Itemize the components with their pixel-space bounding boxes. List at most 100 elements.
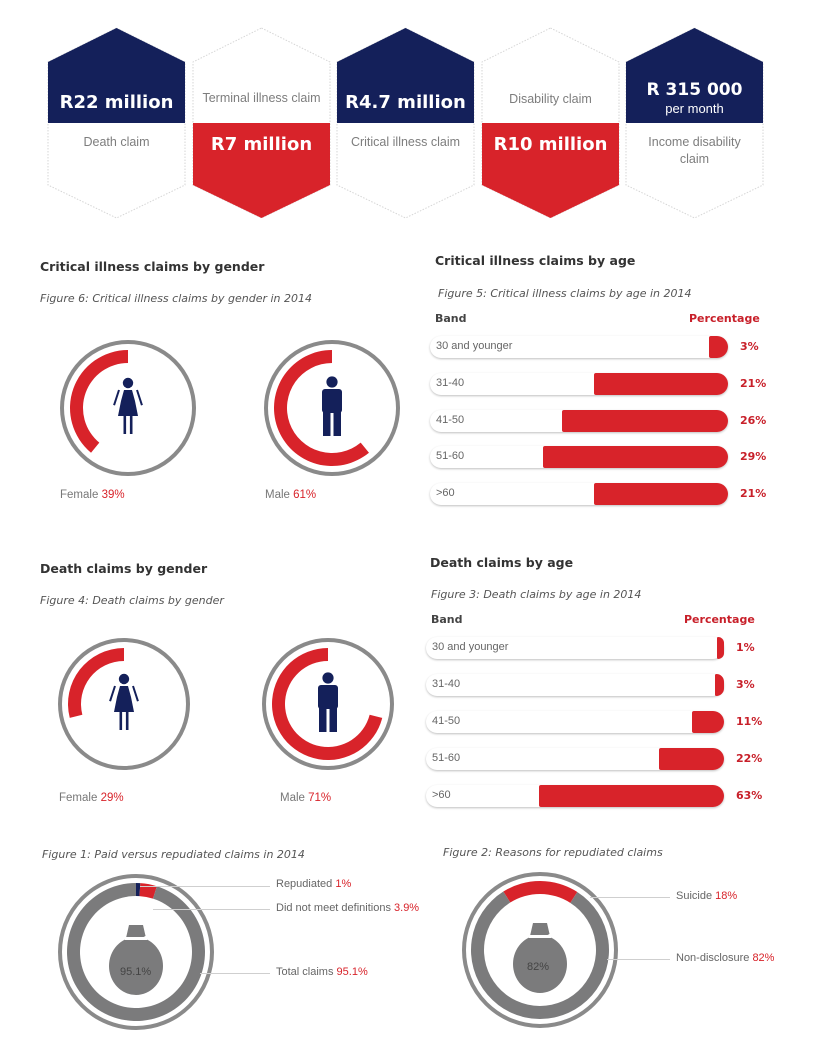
age-pct-label: 1%	[736, 641, 755, 654]
age-bar	[691, 711, 724, 733]
age-row: 41-50	[426, 711, 724, 733]
donut-segment	[139, 883, 157, 899]
ci-male-caption: Male 61%	[265, 489, 316, 501]
ci-male-label: Male	[265, 489, 290, 501]
age-band-label: 31-40	[436, 376, 465, 389]
death-age-pct-header: Percentage	[684, 613, 755, 626]
hex-5-label: Income disability claim	[648, 135, 741, 166]
age-band-label: 41-50	[432, 715, 461, 727]
age-band-label: 41-50	[436, 413, 465, 426]
age-row: 51-60	[426, 748, 724, 770]
gender-share-arc	[274, 350, 369, 466]
paid-repudiated-figure: Figure 1: Paid versus repudiated claims …	[42, 848, 305, 861]
hex-5-value: R 315 000	[646, 80, 743, 100]
donut-segment	[503, 881, 578, 903]
age-band-label: >60	[432, 789, 451, 801]
gender-share-arc	[68, 648, 124, 718]
age-bar	[659, 748, 724, 770]
legend-suicide: Suicide 18%	[676, 890, 738, 902]
death-male-donut	[262, 638, 394, 770]
reasons-figure: Figure 2: Reasons for repudiated claims	[443, 846, 663, 859]
hex-5-sub: per month	[665, 101, 724, 116]
age-bar	[543, 446, 728, 469]
death-female-caption: Female 29%	[59, 792, 124, 804]
death-male-caption: Male 71%	[280, 792, 331, 804]
total-leader-line	[200, 973, 270, 974]
death-female-label: Female	[59, 792, 98, 804]
hex-4-label: Disability claim	[509, 92, 592, 106]
age-pct-label: 21%	[740, 487, 767, 501]
age-bar	[539, 785, 724, 807]
age-bar	[715, 674, 724, 696]
ci-age-pct-header: Percentage	[689, 312, 760, 325]
non-disclosure-leader-line	[607, 959, 670, 960]
age-bar	[594, 372, 728, 395]
paid-center-value: 95.1%	[120, 966, 152, 978]
hexagon-graphics	[47, 27, 764, 219]
age-row: >60	[430, 483, 728, 506]
definitions-leader-line	[153, 909, 270, 910]
age-row: 30 and younger	[426, 637, 724, 659]
ci-gender-figure: Figure 6: Critical illness claims by gen…	[40, 292, 313, 305]
legend-repudiated: Repudiated 1%	[276, 878, 352, 890]
hex-1-value: R22 million	[59, 92, 174, 113]
death-female-pct: 29%	[100, 792, 124, 804]
ci-age-band-header: Band	[435, 312, 467, 325]
age-row: 30 and younger	[430, 336, 728, 358]
age-band-label: 51-60	[432, 752, 461, 764]
age-band-label: 31-40	[432, 678, 461, 690]
age-bar	[594, 483, 728, 506]
female-icon	[113, 377, 143, 434]
ci-female-caption: Female 39%	[60, 489, 125, 501]
hex-1-label: Death claim	[83, 135, 150, 149]
male-icon	[322, 376, 342, 436]
death-age-figure: Figure 3: Death claims by age in 2014	[431, 588, 642, 601]
ci-male-donut	[264, 340, 400, 476]
reasons-center-value: 82%	[527, 961, 550, 973]
ci-age-figure: Figure 5: Critical illness claims by age…	[438, 287, 692, 300]
death-gender-figure: Figure 4: Death claims by gender	[40, 594, 224, 607]
hexagon-2-fill	[193, 123, 330, 218]
paid-repudiated-donut	[58, 874, 214, 1030]
donut-segment	[136, 883, 141, 897]
age-bar	[708, 336, 728, 358]
ci-female-donut	[60, 340, 196, 476]
hexagon-3-fill	[337, 28, 474, 123]
death-male-pct: 71%	[308, 792, 332, 804]
death-age-title: Death claims by age	[430, 555, 574, 570]
age-pct-label: 3%	[740, 340, 759, 353]
hex-3-label: Critical illness claim	[350, 135, 461, 149]
repudiated-leader-line	[140, 886, 270, 887]
hex-4-value: R10 million	[493, 134, 608, 155]
age-bar	[717, 637, 724, 659]
hex-3-value: R4.7 million	[345, 92, 466, 113]
age-band-label: 51-60	[436, 450, 465, 463]
female-icon	[109, 673, 139, 730]
hex-2-label: Terminal illness claim	[202, 91, 321, 105]
age-row: 31-40	[426, 674, 724, 696]
age-row: 51-60	[430, 446, 728, 469]
age-row: 41-50	[430, 409, 728, 432]
ci-gender-title: Critical illness claims by gender	[40, 259, 265, 274]
male-icon	[318, 672, 338, 732]
age-pct-label: 22%	[736, 752, 763, 765]
age-pct-label: 29%	[740, 450, 767, 464]
ci-female-pct: 39%	[101, 489, 125, 501]
death-female-donut	[58, 638, 190, 770]
age-bar	[562, 409, 728, 432]
age-band-label: 30 and younger	[436, 340, 513, 352]
suicide-leader-line	[590, 897, 670, 898]
hexagon-1-fill	[48, 28, 185, 123]
gender-share-arc	[70, 350, 128, 453]
ci-female-label: Female	[60, 489, 99, 501]
death-age-band-header: Band	[431, 613, 463, 626]
death-gender-title: Death claims by gender	[40, 561, 208, 576]
age-pct-label: 21%	[740, 376, 767, 390]
death-male-label: Male	[280, 792, 305, 804]
legend-non-disclosure: Non-disclosure 82%	[676, 952, 775, 964]
legend-did-not-meet: Did not meet definitions 3.9%	[276, 902, 420, 914]
ci-male-pct: 61%	[293, 489, 317, 501]
repudiation-reasons-donut	[462, 872, 618, 1028]
hexagon-4-fill	[482, 123, 619, 218]
ci-age-title: Critical illness claims by age	[435, 253, 636, 268]
